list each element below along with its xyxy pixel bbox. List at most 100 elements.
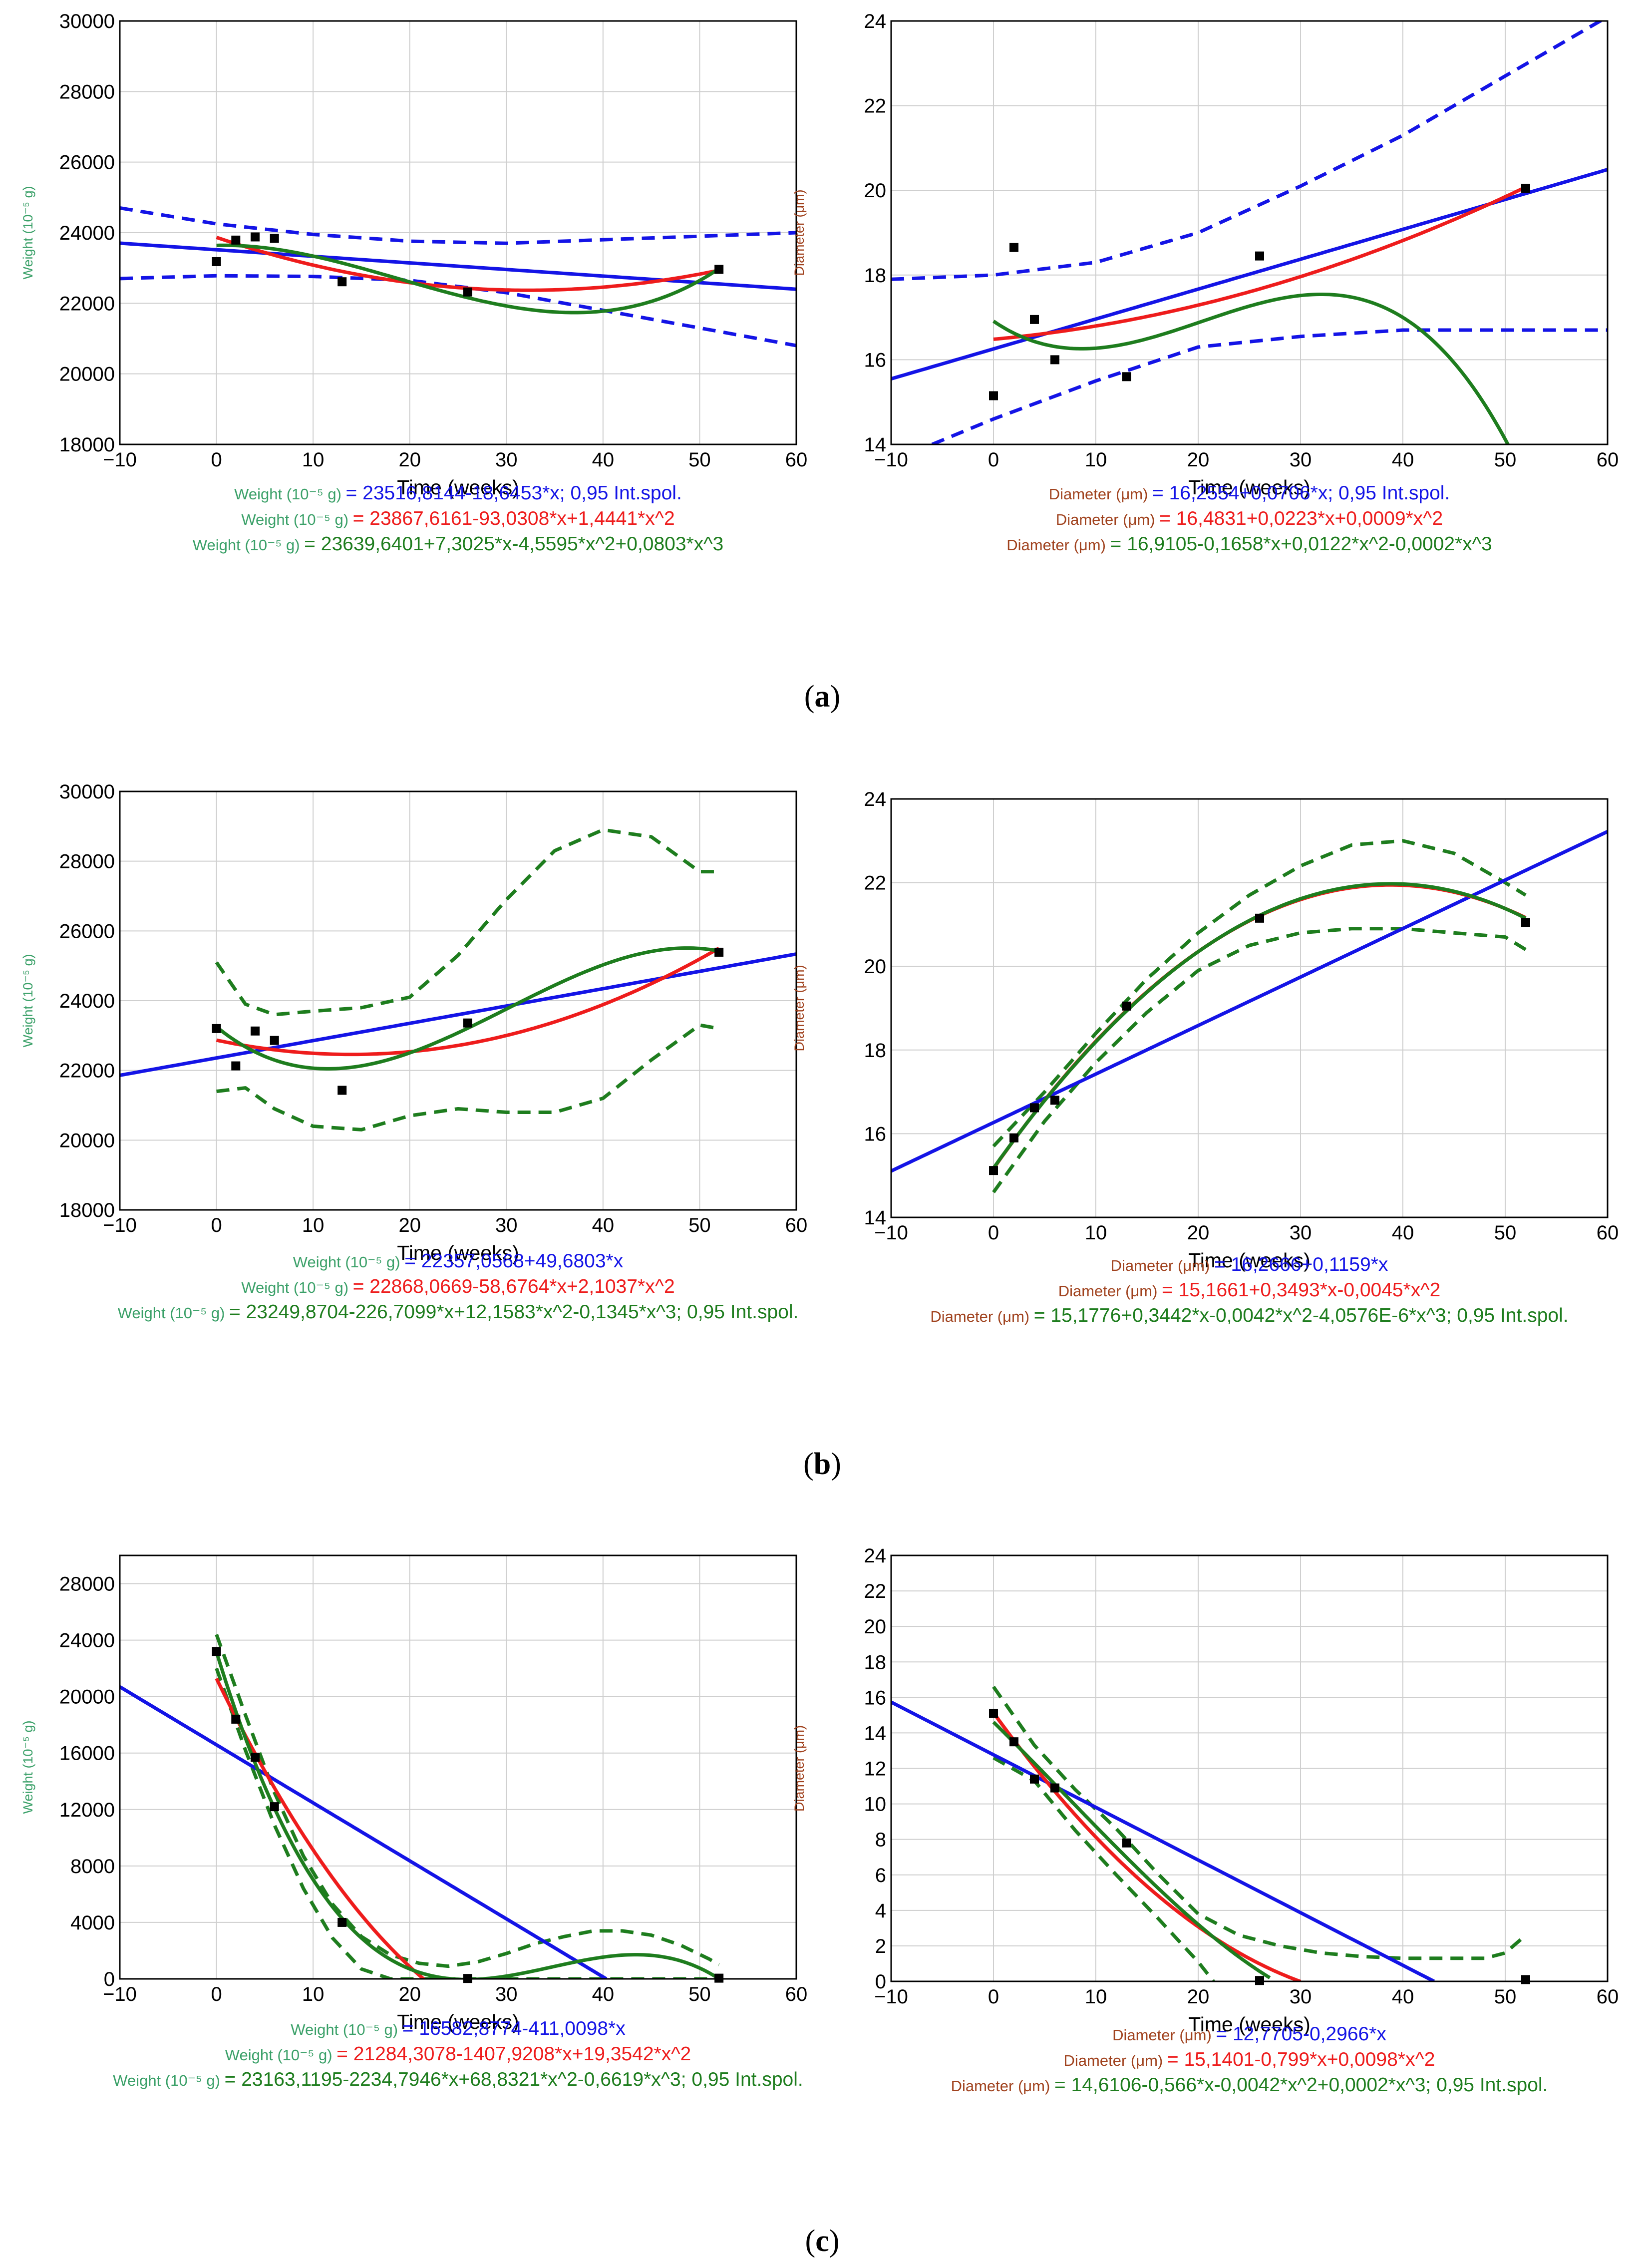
data-point [231, 235, 241, 245]
fit-equation: Weight (10⁻⁵ g) = 22868,0669-58,6764*x+2… [241, 1276, 674, 1297]
cubic-fit-line [215, 1651, 720, 1979]
x-tick-label: 10 [302, 1983, 325, 2005]
data-point [251, 1753, 260, 1762]
chart-c-left: −10 0 10 20 30 40 50 60040008000120001600020000… [20, 1554, 808, 2090]
x-tick-label: 40 [1392, 449, 1414, 471]
y-tick-label: 8000 [70, 1856, 115, 1878]
y-tick-label: 24 [864, 788, 887, 810]
confidence-band-upper [891, 21, 1604, 281]
fit-equation: Diameter (μm) = 12,7705-0,2966*x [1112, 2023, 1386, 2045]
confidence-band-lower [216, 1023, 719, 1132]
fit-equation: Weight (10⁻⁵ g) = 23516,8144-18,6453*x; … [234, 482, 682, 504]
y-tick-label: 18 [864, 265, 887, 287]
y-tick-label: 26000 [59, 920, 115, 942]
confidence-band-upper [215, 828, 719, 1017]
y-tick-label: 6 [875, 1865, 886, 1887]
data-point [463, 1018, 472, 1028]
y-tick-label: 24000 [59, 990, 115, 1012]
x-tick-label: 60 [1597, 1222, 1619, 1244]
cubic-fit-line [216, 243, 720, 315]
data-point [251, 232, 260, 242]
plot-frame [119, 1554, 797, 1980]
quadratic-fit-line [992, 883, 1527, 1170]
x-tick-label: 0 [988, 1222, 999, 1244]
chart-c-right: −10 0 10 20 30 40 50 60024681012141618202224Tim… [792, 1545, 1619, 2096]
linear-fit-line [120, 241, 796, 291]
y-tick-label: 10 [864, 1794, 887, 1816]
data-point [251, 1026, 260, 1036]
y-tick-label: 14 [864, 434, 887, 456]
x-tick-label: −10 [874, 1222, 908, 1244]
data-point [337, 1086, 347, 1095]
x-tick-label: 40 [592, 1214, 615, 1236]
y-tick-label: 14 [864, 1207, 887, 1229]
data-point [1255, 251, 1264, 261]
x-tick-label: 0 [988, 1986, 999, 2008]
data-point [1030, 315, 1039, 324]
x-axis-label: Time (weeks) [1188, 476, 1311, 499]
data-point [1030, 1103, 1039, 1113]
data-point [337, 277, 347, 287]
cubic-fit-line [992, 882, 1527, 1169]
y-tick-label: 28000 [59, 81, 115, 103]
data-point [1050, 1783, 1059, 1793]
data-point [989, 1709, 998, 1718]
x-axis-label: Time (weeks) [1188, 1249, 1311, 1272]
fit-equation: Diameter (μm) = 15,1776+0,3442*x-0,0042*… [930, 1305, 1568, 1326]
cubic-fit-line [992, 1721, 1271, 1979]
y-tick-label: 16 [864, 1123, 887, 1145]
y-axis-label: Weight (10⁻⁵ g) [20, 954, 35, 1047]
confidence-band-upper [215, 1634, 720, 1968]
confidence-band-lower [215, 1667, 719, 1979]
x-tick-label: 60 [785, 1983, 808, 2005]
x-tick-label: 0 [211, 1214, 222, 1236]
fit-equation: Diameter (μm) = 16,4831+0,0223*x+0,0009*… [1056, 508, 1443, 529]
x-tick-label: 40 [592, 1983, 615, 2005]
y-tick-label: 28000 [59, 1573, 115, 1595]
y-tick-label: 22 [864, 95, 887, 117]
cubic-fit-line [215, 946, 719, 1071]
x-tick-label: 0 [988, 449, 999, 471]
y-tick-label: 24000 [59, 222, 115, 244]
y-tick-label: 18000 [59, 1199, 115, 1221]
y-tick-label: 0 [875, 1971, 886, 1993]
x-tick-label: 10 [302, 449, 325, 471]
data-point [270, 234, 279, 243]
x-tick-label: −10 [103, 1983, 137, 2005]
fit-equation: Diameter (μm) = 16,2666+0,1159*x [1111, 1254, 1388, 1275]
y-tick-label: 16 [864, 349, 887, 371]
x-tick-label: 0 [211, 449, 222, 471]
x-tick-label: 20 [398, 1214, 421, 1236]
y-tick-label: 28000 [59, 851, 115, 873]
x-tick-label: 60 [785, 449, 808, 471]
x-tick-label: 30 [1290, 1222, 1312, 1244]
data-point [463, 287, 472, 297]
data-point [1521, 1975, 1530, 1984]
fit-equation: Diameter (μm) = 15,1661+0,3493*x-0,0045*… [1058, 1279, 1441, 1301]
fit-equation: Weight (10⁻⁵ g) = 16582,8774-411,0098*x [291, 2018, 626, 2039]
fit-equation: Weight (10⁻⁵ g) = 21284,3078-1407,9208*x… [225, 2043, 691, 2065]
y-axis-label: Weight (10⁻⁵ g) [20, 1720, 35, 1814]
fit-equation: Diameter (μm) = 15,1401-0,799*x+0,0098*x… [1064, 2049, 1435, 2070]
linear-fit-line [891, 830, 1608, 1173]
y-tick-label: 8 [875, 1829, 886, 1851]
y-tick-label: 24 [864, 1545, 887, 1567]
chart-b-left: −10 0 10 20 30 40 50 60 18000 20000 22000 24000 2600… [20, 781, 807, 1323]
y-tick-label: 22 [864, 872, 887, 894]
y-tick-label: 18 [864, 1040, 887, 1062]
x-axis-label: Time (weeks) [397, 476, 519, 499]
quadratic-fit-line [216, 946, 720, 1057]
data-point [231, 1714, 241, 1724]
data-point [212, 1647, 221, 1656]
x-tick-label: −10 [874, 1986, 908, 2008]
fit-equation: Diameter (μm) = 16,2554+0,0706*x; 0,95 I… [1049, 482, 1450, 504]
data-point [212, 257, 221, 266]
data-point [714, 265, 724, 274]
y-tick-label: 20 [864, 1616, 887, 1638]
fit-equation: Weight (10⁻⁵ g) = 23639,6401+7,3025*x-4,… [193, 533, 723, 555]
data-point [1050, 1096, 1059, 1105]
data-point [1009, 243, 1018, 252]
x-axis-label: Time (weeks) [397, 1241, 519, 1264]
x-tick-label: −10 [103, 1214, 137, 1236]
